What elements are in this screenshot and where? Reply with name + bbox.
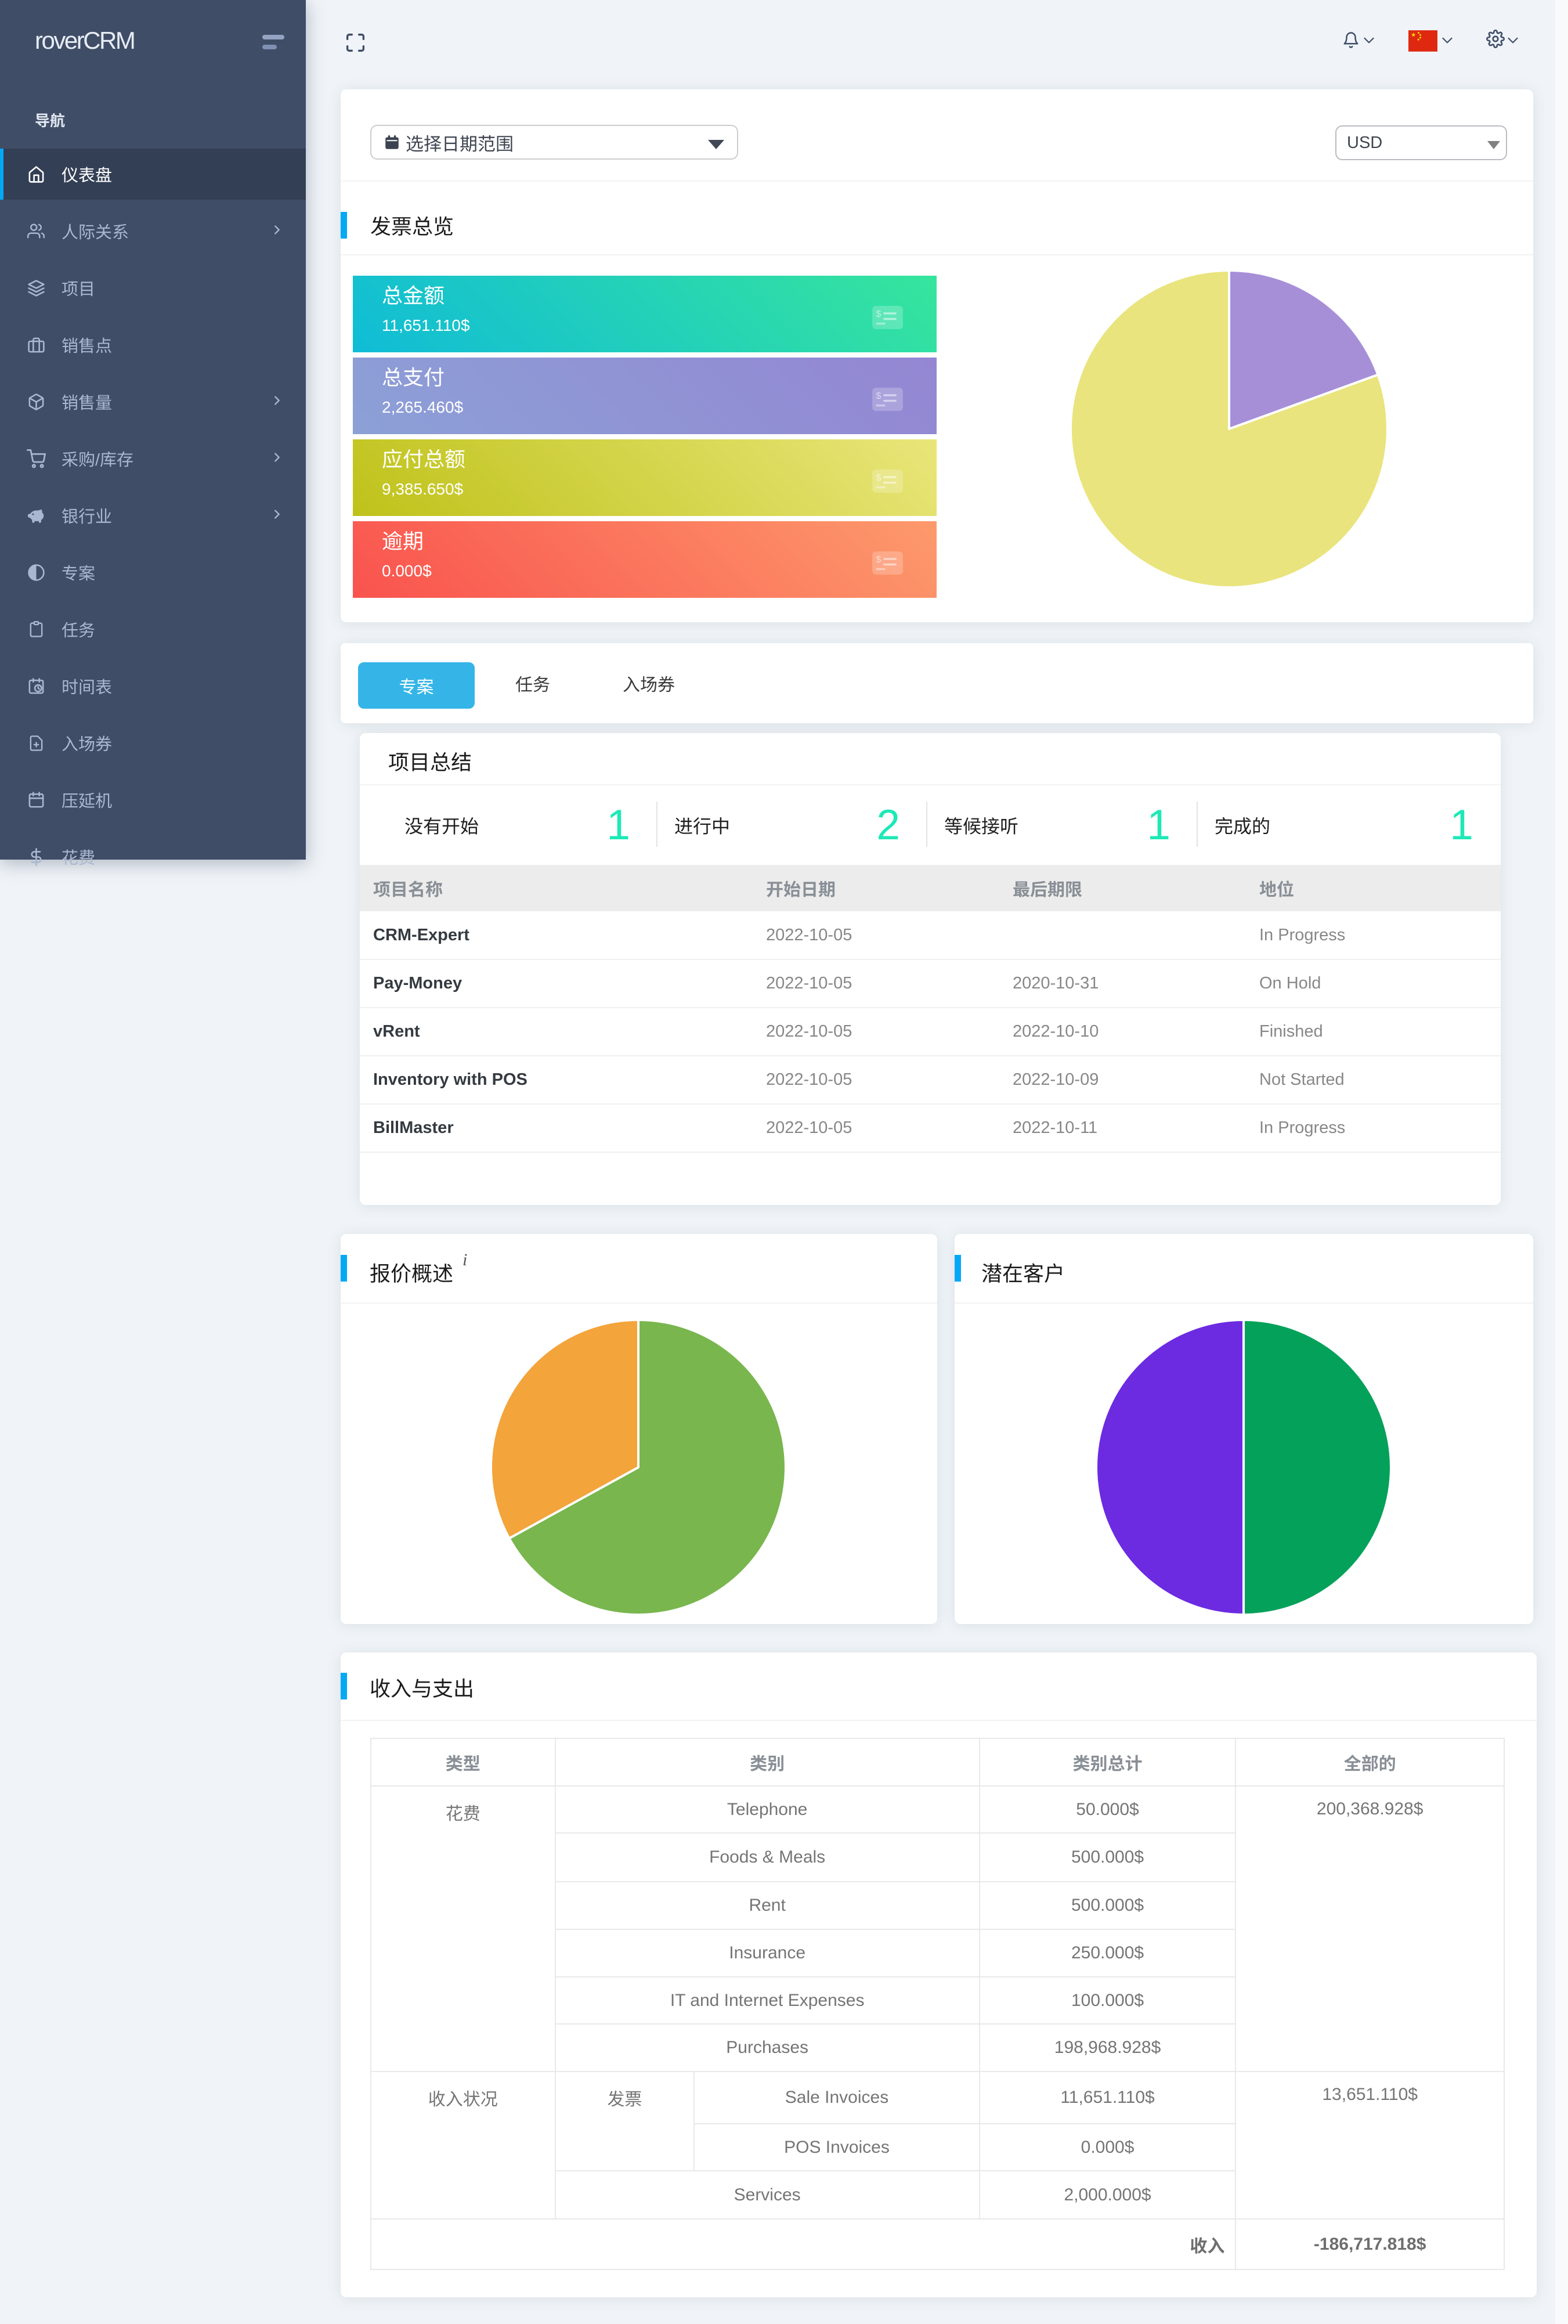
svg-text:$: $ bbox=[876, 391, 881, 401]
svg-text:$: $ bbox=[876, 309, 881, 319]
svg-text:$: $ bbox=[876, 473, 881, 483]
svg-text:$: $ bbox=[876, 555, 881, 565]
